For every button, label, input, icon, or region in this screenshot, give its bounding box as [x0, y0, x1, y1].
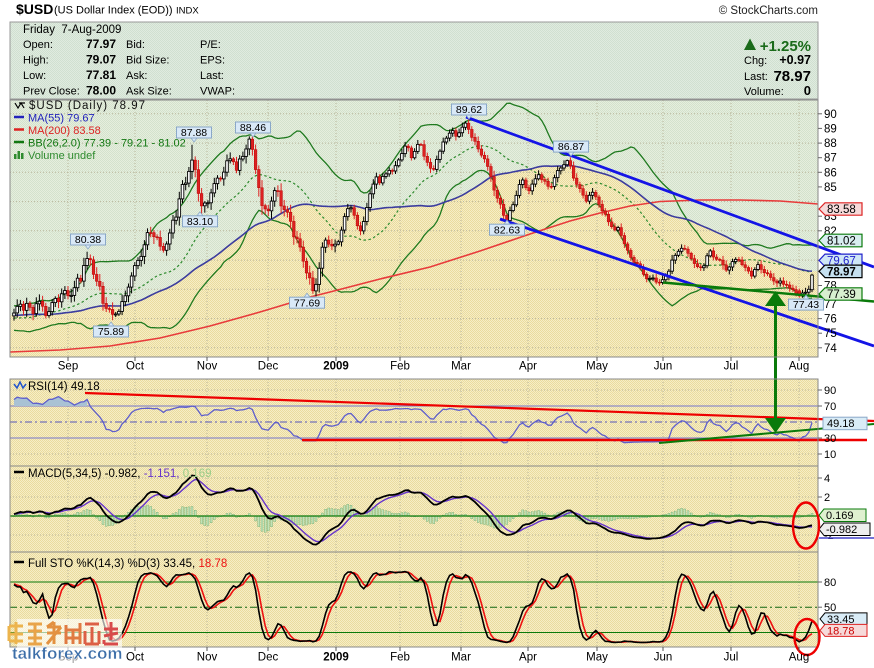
- svg-text:MA(55) 79.67: MA(55) 79.67: [28, 113, 95, 125]
- svg-text:Apr: Apr: [519, 361, 537, 373]
- svg-text:Feb: Feb: [390, 361, 410, 373]
- svg-text:Bid Size:: Bid Size:: [126, 55, 169, 67]
- svg-text:89: 89: [824, 123, 837, 135]
- svg-text:RSI(14) 49.18: RSI(14) 49.18: [28, 381, 100, 393]
- svg-text:Volume:: Volume:: [744, 86, 784, 98]
- svg-text:89.62: 89.62: [456, 104, 482, 116]
- svg-text:May: May: [586, 361, 608, 373]
- svg-text:80: 80: [824, 577, 836, 589]
- svg-text:Nov: Nov: [197, 361, 218, 373]
- svg-text:Last:: Last:: [200, 70, 224, 82]
- svg-text:88.46: 88.46: [240, 122, 266, 134]
- svg-text:Mar: Mar: [451, 652, 471, 664]
- svg-text:Dec: Dec: [258, 361, 279, 373]
- svg-text:33.45: 33.45: [827, 614, 855, 626]
- svg-text:78.00: 78.00: [86, 84, 116, 98]
- svg-text:Chg:: Chg:: [744, 55, 767, 67]
- svg-text:Nov: Nov: [197, 652, 218, 664]
- svg-text:83.58: 83.58: [827, 204, 856, 216]
- svg-text:77.69: 77.69: [294, 297, 320, 309]
- svg-text:70: 70: [824, 401, 836, 413]
- svg-text:79.67: 79.67: [827, 255, 856, 267]
- svg-text:Volume undef: Volume undef: [28, 150, 96, 162]
- svg-text:MACD(5,34,5) -0.982, -1.151, 0: MACD(5,34,5) -0.982, -1.151, 0.169: [28, 468, 211, 480]
- svg-text:Aug: Aug: [789, 652, 809, 664]
- svg-text:-0.982: -0.982: [826, 524, 857, 536]
- svg-text:Dec: Dec: [258, 652, 279, 664]
- svg-text:Bid:: Bid:: [126, 39, 145, 51]
- svg-text:90: 90: [824, 385, 836, 397]
- svg-text:$USD (Daily) 78.97: $USD (Daily) 78.97: [29, 100, 146, 112]
- svg-text:Jul: Jul: [724, 652, 739, 664]
- svg-text:Oct: Oct: [126, 361, 145, 373]
- svg-text:75: 75: [824, 328, 837, 340]
- svg-text:BB(26,2.0) 77.39 - 79.21 - 81.: BB(26,2.0) 77.39 - 79.21 - 81.02: [28, 138, 186, 150]
- svg-text:Feb: Feb: [390, 652, 410, 664]
- svg-text:79.07: 79.07: [86, 53, 116, 67]
- svg-text:Last:: Last:: [744, 71, 768, 83]
- svg-text:Oct: Oct: [126, 652, 145, 664]
- svg-text:Jul: Jul: [724, 361, 739, 373]
- svg-text:88: 88: [824, 138, 837, 150]
- svg-text:77.43: 77.43: [793, 299, 819, 311]
- svg-text:+1.25%: +1.25%: [760, 38, 811, 55]
- svg-text:2009: 2009: [323, 361, 349, 373]
- svg-text:77.39: 77.39: [827, 289, 856, 301]
- svg-text:49.18: 49.18: [827, 418, 855, 430]
- svg-text:Ask Size:: Ask Size:: [126, 86, 172, 98]
- svg-text:50: 50: [824, 602, 836, 614]
- svg-text:VWAP:: VWAP:: [200, 86, 235, 98]
- svg-text:85: 85: [824, 182, 837, 194]
- svg-text:77: 77: [824, 299, 837, 311]
- svg-text:Jun: Jun: [654, 361, 673, 373]
- svg-text:High:: High:: [23, 55, 49, 67]
- svg-text:Ask:: Ask:: [126, 70, 147, 82]
- svg-text:Aug: Aug: [789, 361, 809, 373]
- svg-text:78.97: 78.97: [773, 68, 811, 85]
- svg-text:MA(200) 83.58: MA(200) 83.58: [28, 125, 101, 137]
- svg-text:EPS:: EPS:: [200, 55, 225, 67]
- svg-text:talkforex.com: talkforex.com: [12, 644, 123, 663]
- svg-text:86: 86: [824, 167, 837, 179]
- svg-text:© StockCharts.com: © StockCharts.com: [719, 5, 818, 17]
- svg-text:10: 10: [824, 449, 836, 461]
- svg-text:2: 2: [824, 492, 830, 504]
- svg-text:18.78: 18.78: [827, 625, 855, 637]
- svg-text:86.87: 86.87: [558, 141, 584, 153]
- svg-text:76: 76: [824, 314, 837, 326]
- svg-text:Mar: Mar: [451, 361, 471, 373]
- svg-text:(US Dollar Index (EOD)): (US Dollar Index (EOD)): [54, 5, 173, 17]
- svg-text:Low:: Low:: [23, 70, 46, 82]
- svg-text:INDX: INDX: [176, 6, 199, 17]
- svg-text:80.38: 80.38: [75, 234, 101, 246]
- svg-text:Friday 7-Aug-2009: Friday 7-Aug-2009: [23, 24, 121, 36]
- svg-text:74: 74: [824, 343, 837, 355]
- svg-text:Sep: Sep: [58, 361, 78, 373]
- svg-text:75.89: 75.89: [98, 326, 124, 338]
- svg-text:82.63: 82.63: [494, 224, 520, 236]
- svg-text:30: 30: [824, 433, 836, 445]
- svg-text:May: May: [586, 652, 608, 664]
- svg-text:+0.97: +0.97: [779, 53, 811, 67]
- svg-text:Open:: Open:: [23, 39, 53, 51]
- svg-text:4: 4: [824, 473, 830, 485]
- svg-text:Jun: Jun: [654, 652, 673, 664]
- svg-text:Full STO %K(14,3) %D(3) 33.45,: Full STO %K(14,3) %D(3) 33.45, 18.78: [28, 558, 227, 570]
- svg-text:78.97: 78.97: [827, 266, 856, 278]
- svg-text:2009: 2009: [323, 652, 349, 664]
- svg-text:$USD: $USD: [16, 1, 53, 17]
- svg-text:77.81: 77.81: [86, 68, 116, 82]
- svg-text:0: 0: [804, 83, 811, 98]
- svg-text:83.10: 83.10: [187, 216, 213, 228]
- svg-text:77.97: 77.97: [86, 37, 116, 51]
- svg-text:81.02: 81.02: [827, 236, 856, 248]
- svg-text:Apr: Apr: [519, 652, 537, 664]
- svg-text:87: 87: [824, 153, 837, 165]
- svg-text:Prev Close:: Prev Close:: [23, 86, 80, 98]
- svg-text:P/E:: P/E:: [200, 39, 221, 51]
- svg-text:0.169: 0.169: [826, 510, 854, 522]
- svg-text:87.88: 87.88: [181, 127, 207, 139]
- svg-text:90: 90: [824, 109, 837, 121]
